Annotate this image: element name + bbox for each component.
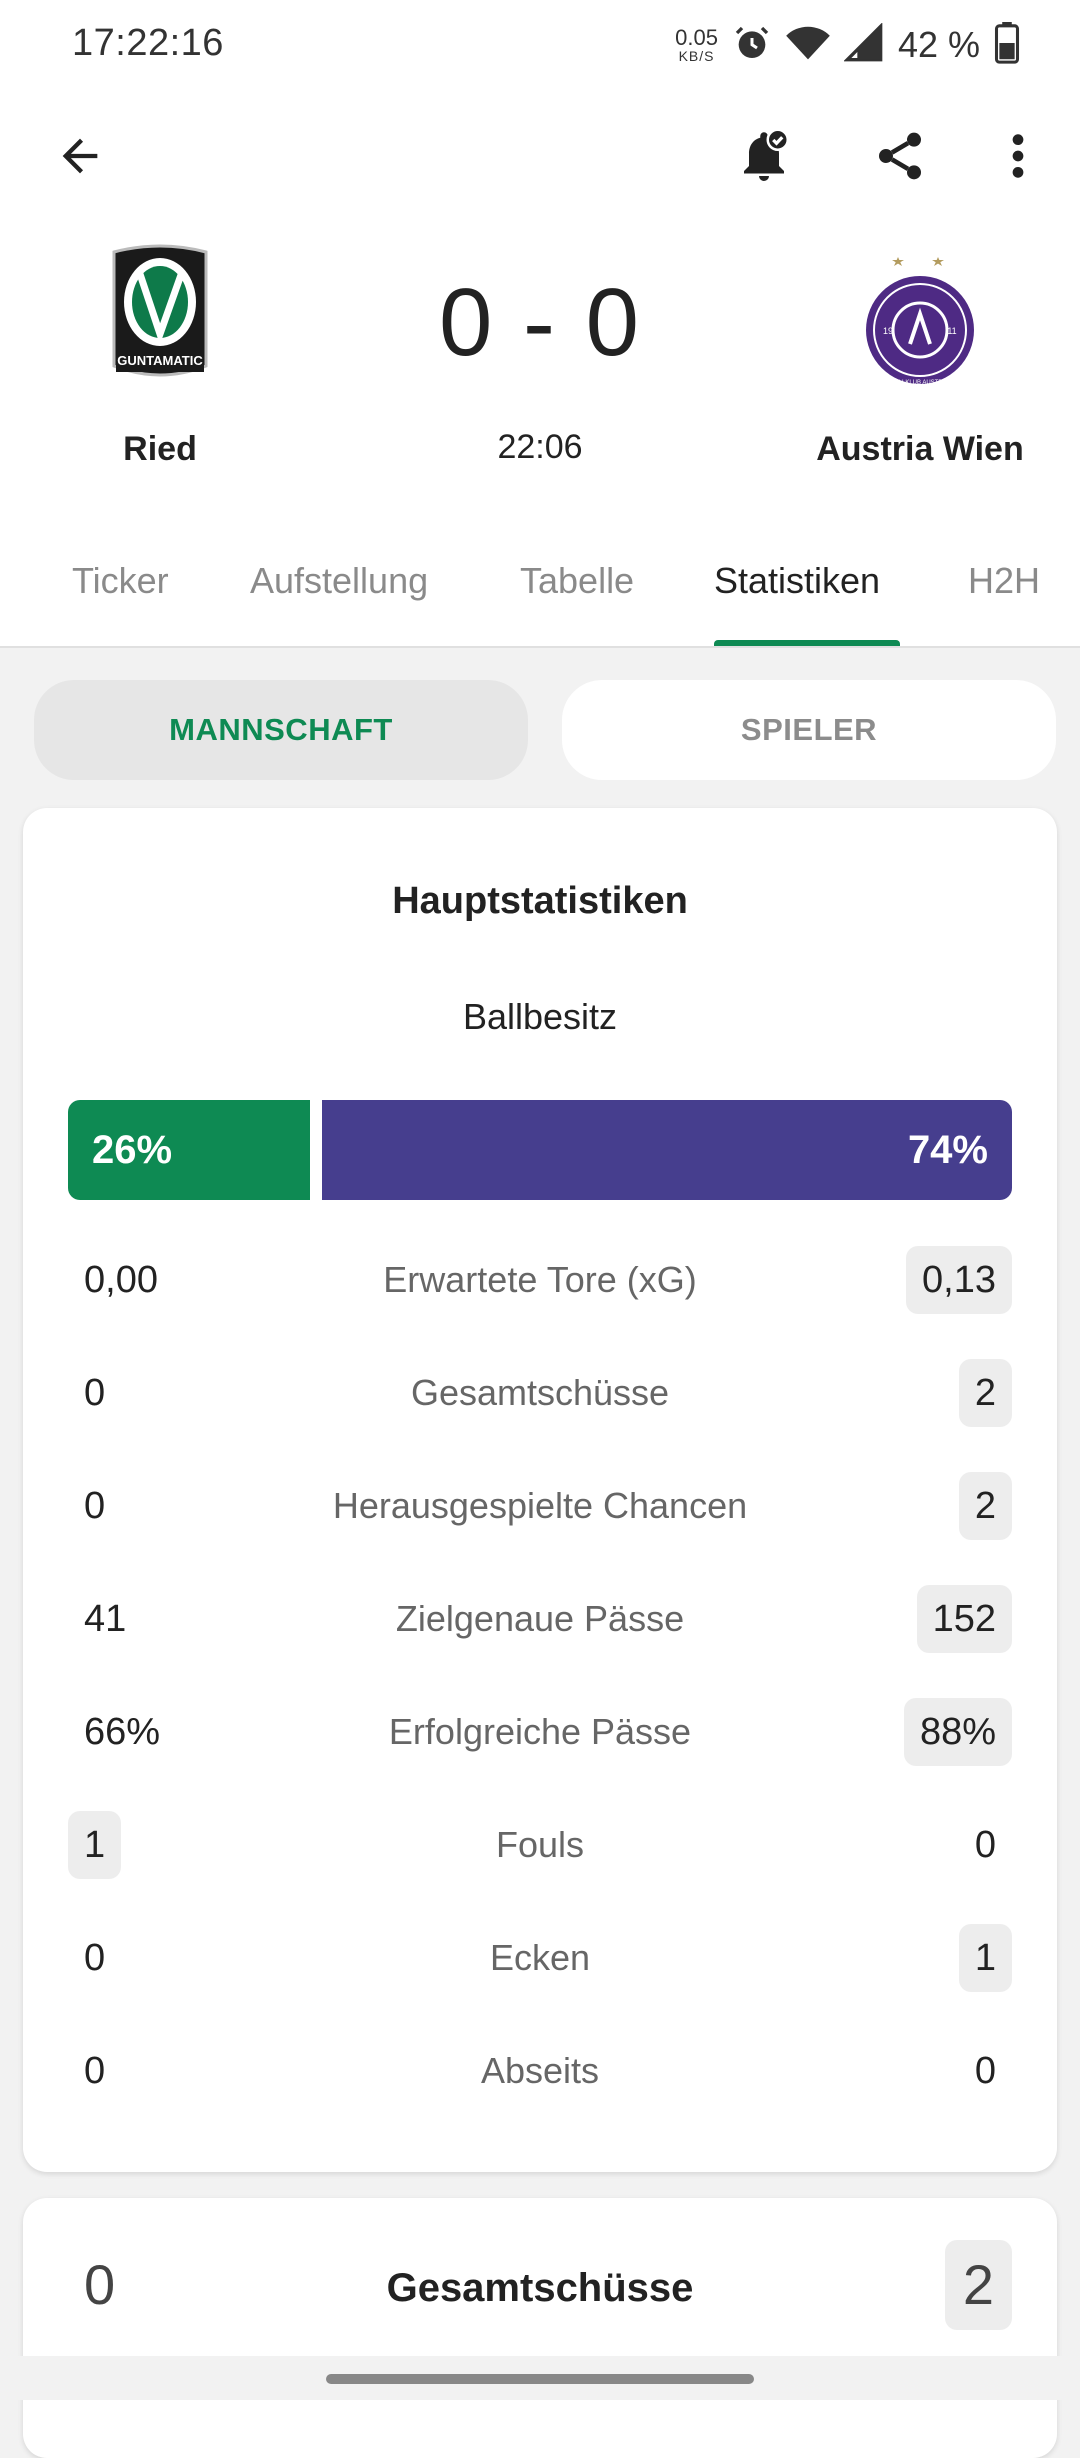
stat-label: Fouls	[495, 1824, 585, 1865]
more-vert-icon	[998, 128, 1038, 189]
shots-home-value: 0	[84, 2253, 116, 2316]
stat-home-value: 0	[84, 1937, 106, 1979]
share-button[interactable]	[860, 118, 940, 198]
shots-card	[23, 2198, 1057, 2458]
svg-text:11: 11	[947, 326, 956, 336]
stat-home-value: 0	[84, 1485, 106, 1527]
stat-row: Zielgenaue Pässe 41 152	[68, 1585, 1012, 1653]
stat-away-value: 0,13	[906, 1246, 1012, 1314]
stat-home-value: 0,00	[84, 1259, 158, 1301]
stat-label: Abseits	[480, 2050, 600, 2091]
back-button[interactable]	[40, 118, 120, 198]
player-stats-toggle[interactable]: SPIELER	[562, 680, 1056, 780]
stat-label: Ecken	[489, 1937, 591, 1978]
stat-row: Erfolgreiche Pässe 66% 88%	[68, 1698, 1012, 1766]
stat-label: Erwartete Tore (xG)	[383, 1259, 697, 1300]
stat-label: Erfolgreiche Pässe	[388, 1711, 692, 1752]
stat-away-value: 0	[974, 2050, 996, 2092]
shots-away-value: 2	[944, 2240, 1012, 2330]
away-team-name[interactable]: Austria Wien	[816, 430, 1024, 468]
network-speed-value: 0.05	[675, 25, 718, 50]
stat-row: Fouls 1 0	[68, 1811, 1012, 1879]
stat-home-value: 41	[84, 1598, 127, 1640]
home-logo-text: GUNTAMATIC	[117, 353, 203, 368]
svg-text:19: 19	[883, 326, 893, 336]
signal-icon	[843, 21, 884, 68]
team-stats-toggle[interactable]: MANNSCHAFT	[34, 680, 528, 780]
tab-tabelle[interactable]: Tabelle	[520, 560, 635, 601]
tab-divider	[0, 646, 1080, 648]
stat-row: Erwartete Tore (xG) 0,00 0,13	[68, 1246, 1012, 1314]
stat-row: Abseits 0 0	[68, 2037, 1012, 2105]
status-icons: 0.05 KB/S 42 %	[675, 18, 1020, 72]
possession-home-value: 26%	[92, 1127, 173, 1172]
match-time: 22:06	[497, 428, 583, 466]
tab-ticker[interactable]: Ticker	[72, 560, 169, 601]
stat-label: Gesamtschüsse	[410, 1372, 670, 1413]
home-team-logo[interactable]: GUNTAMATIC	[100, 244, 220, 394]
stat-row: Gesamtschüsse 0 2	[68, 1359, 1012, 1427]
stat-row: Herausgespielte Chancen 0 2	[68, 1472, 1012, 1540]
wifi-icon	[786, 23, 830, 68]
alarm-icon	[732, 23, 772, 68]
main-stats-card	[23, 808, 1057, 2172]
stat-home-value: 1	[68, 1811, 122, 1879]
possession-label: Ballbesitz	[462, 996, 618, 1037]
home-team-name[interactable]: Ried	[123, 430, 197, 468]
stat-home-value: 0	[84, 2050, 106, 2092]
home-gesture-handle[interactable]	[326, 2374, 754, 2384]
status-time: 17:22:16	[72, 22, 224, 64]
match-score: 0 - 0	[438, 269, 642, 376]
tab-statistiken[interactable]: Statistiken	[714, 560, 881, 601]
stat-label: Herausgespielte Chancen	[332, 1485, 748, 1526]
stat-away-value: 152	[916, 1585, 1012, 1653]
possession-bar-home: 26%	[68, 1100, 310, 1200]
main-stats-title: Hauptstatistiken	[392, 880, 688, 922]
battery-icon	[994, 21, 1020, 69]
stat-label: Zielgenaue Pässe	[395, 1598, 685, 1639]
stat-away-value: 2	[958, 1472, 1012, 1540]
active-tab-indicator	[714, 640, 900, 648]
away-team-logo[interactable]: 19 11 FUSSBALLKLUB AUSTRIA WIEN	[860, 244, 980, 394]
possession-bar-away: 74%	[322, 1100, 1012, 1200]
tab-aufstellung[interactable]: Aufstellung	[250, 560, 429, 601]
notification-button[interactable]	[724, 118, 804, 198]
stat-away-value: 1	[958, 1924, 1012, 1992]
stat-row: Ecken 0 1	[68, 1924, 1012, 1992]
away-logo-text: FUSSBALLKLUB AUSTRIA WIEN	[875, 380, 966, 386]
battery-percent: 42 %	[897, 24, 980, 65]
arrow-left-icon	[54, 130, 106, 187]
share-icon	[872, 128, 928, 189]
stat-away-value: 2	[958, 1359, 1012, 1427]
possession-away-value: 74%	[907, 1127, 988, 1172]
stat-away-value: 88%	[903, 1698, 1012, 1766]
shots-card-title: Gesamtschüsse	[386, 2266, 694, 2310]
stat-home-value: 0	[84, 1372, 106, 1414]
stat-home-value: 66%	[84, 1711, 161, 1753]
network-speed-unit: KB/S	[678, 48, 715, 64]
stat-away-value: 0	[974, 1824, 996, 1866]
more-options-button[interactable]	[978, 118, 1058, 198]
tab-h2h[interactable]: H2H	[968, 560, 1041, 601]
network-speed: 0.05 KB/S	[675, 25, 718, 64]
bell-check-icon	[734, 126, 794, 191]
